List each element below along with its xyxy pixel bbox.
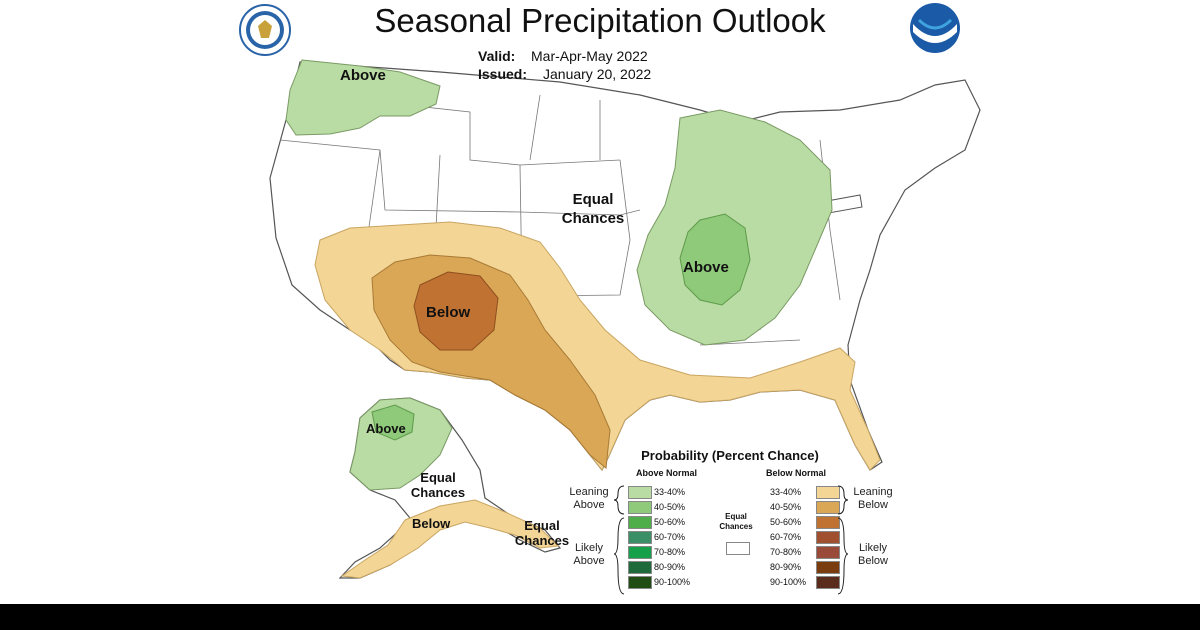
valid-value: Mar-Apr-May 2022 [531,48,648,64]
legend-equal-swatch [726,542,750,555]
legend-below-row: 40-50% [560,501,900,514]
legend-above-label: 80-90% [654,562,686,572]
legend-equal-chances: Equal Chances [719,512,753,531]
legend-above-label: 50-60% [654,517,686,527]
issued-label: Issued: [478,66,528,82]
legend-below-row: 50-60% [560,516,900,529]
label-pacific-nw: Above [340,67,386,84]
region-midwest-above-inner [679,213,751,306]
legend-below-label: 60-70% [770,532,802,542]
legend-below-label: 33-40% [770,487,802,497]
valid-label: Valid: [478,48,516,64]
legend-above-label: 60-70% [654,532,686,542]
legend-below-swatch [816,561,840,574]
legend-above-label: 40-50% [654,502,686,512]
legend-below-row: 33-40% [560,486,900,499]
legend-below-row: 90-100% [560,576,900,589]
legend-above-header: Above Normal [636,468,698,478]
legend-above-row: 70-80% [560,546,900,559]
label-alaska-central: Equal Chances [410,470,466,500]
legend-above-row: 33-40% [560,486,900,499]
legend-leaning-below: Leaning Below [853,486,893,511]
label-midwest: Above [683,259,729,276]
issued-value: January 20, 2022 [543,66,652,82]
legend-above-row: 80-90% [560,561,900,574]
region-southwest-below-dark [413,271,499,351]
legend-above-swatch [628,561,652,574]
commerce-seal-icon [239,4,291,56]
legend-below-row: 60-70% [560,531,900,544]
legend-likely-below: Likely Below [858,542,888,567]
legend-title: Probability (Percent Chance) [641,448,819,463]
legend-below-label: 80-90% [770,562,802,572]
noaa-logo-icon [909,2,961,54]
legend-below-swatch [816,486,840,499]
label-alaska-east: Equal Chances [514,518,570,548]
legend-above-swatch [628,546,652,559]
region-pacific-nw-above [285,59,441,136]
legend-below-header: Below Normal [766,468,827,478]
legend-above-label: 70-80% [654,547,686,557]
legend-above-row: 40-50% [560,501,900,514]
bottom-bar [0,604,1200,630]
legend-above-swatch [628,576,652,589]
legend-below-label: 70-80% [770,547,802,557]
alaska-below [340,499,560,579]
legend-above-swatch [628,501,652,514]
legend-below-label: 50-60% [770,517,802,527]
legend-above-row: 60-70% [560,531,900,544]
alaska-above-medium [371,404,415,441]
legend-leaning-above: Leaning Above [569,486,609,511]
legend-likely-above: Likely Above [573,542,605,567]
legend-below-swatch [816,576,840,589]
label-alaska-south: Below [412,516,451,531]
legend-above-label: 90-100% [654,577,691,587]
legend-below-row: 80-90% [560,561,900,574]
legend-above-row: 90-100% [560,576,900,589]
legend-below-swatch [816,516,840,529]
legend-above-label: 33-40% [654,487,686,497]
legend-brackets [613,485,849,595]
legend-below-label: 40-50% [770,502,802,512]
legend-above-swatch [628,486,652,499]
legend-below-row: 70-80% [560,546,900,559]
legend: Probability (Percent Chance) Above Norma… [560,448,900,598]
legend-below-swatch [816,546,840,559]
legend-above-swatch [628,531,652,544]
map-title: Seasonal Precipitation Outlook [374,2,826,39]
legend-below-swatch [816,531,840,544]
legend-above-row: 50-60% [560,516,900,529]
legend-below-swatch [816,501,840,514]
label-central: Equal Chances [561,191,625,227]
label-alaska-west: Above [366,421,406,436]
legend-below-label: 90-100% [770,577,807,587]
label-southwest: Below [426,304,471,321]
legend-above-swatch [628,516,652,529]
